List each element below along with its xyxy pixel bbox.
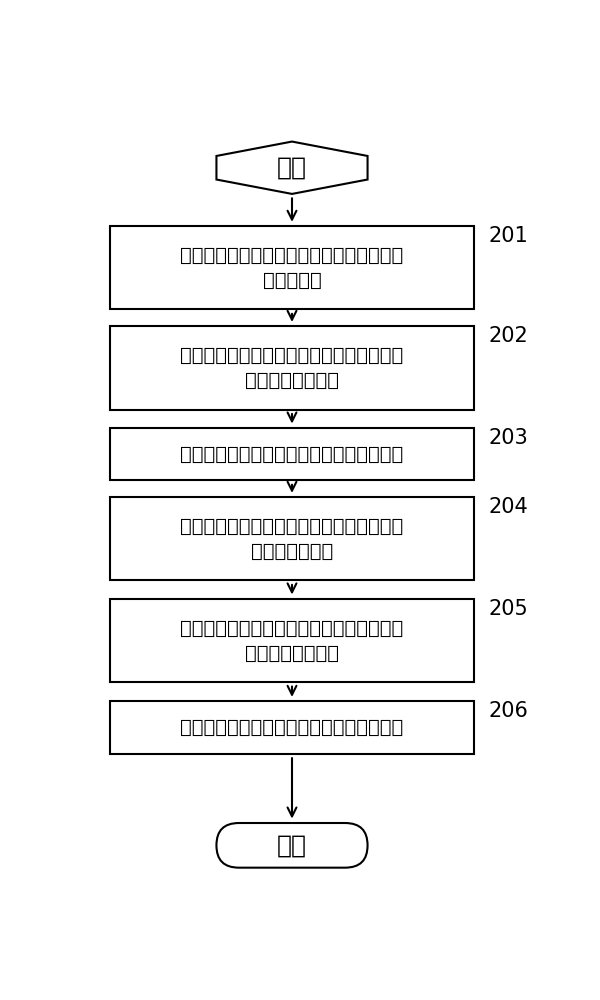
FancyBboxPatch shape <box>110 497 474 580</box>
FancyBboxPatch shape <box>110 428 474 480</box>
Text: 开始: 开始 <box>277 156 307 180</box>
Text: 205: 205 <box>488 599 528 619</box>
Text: 结束: 结束 <box>277 833 307 857</box>
Text: 201: 201 <box>488 226 528 246</box>
Text: 202: 202 <box>488 326 528 346</box>
Polygon shape <box>217 142 368 194</box>
Text: 在所述第二摄像头模组与所述双摄像头模组
支架之间注入胶水: 在所述第二摄像头模组与所述双摄像头模组 支架之间注入胶水 <box>181 619 404 663</box>
FancyBboxPatch shape <box>110 599 474 682</box>
Text: 206: 206 <box>488 701 528 721</box>
FancyBboxPatch shape <box>110 226 474 309</box>
Text: 将第二摄像头模组装配至所述双摄像头模组
支架的第二位置: 将第二摄像头模组装配至所述双摄像头模组 支架的第二位置 <box>181 517 404 561</box>
Text: 203: 203 <box>488 428 528 448</box>
Text: 在胶水凝固过程中校准所述第一摄像头模组: 在胶水凝固过程中校准所述第一摄像头模组 <box>181 445 404 464</box>
Text: 204: 204 <box>488 497 528 517</box>
Text: 在所述第一摄像头模组与所述双摄像头模组
支架之间注入胶水: 在所述第一摄像头模组与所述双摄像头模组 支架之间注入胶水 <box>181 346 404 390</box>
FancyBboxPatch shape <box>110 701 474 754</box>
Text: 在胶水凝固过程中校准所述第二摄像头模组: 在胶水凝固过程中校准所述第二摄像头模组 <box>181 718 404 737</box>
Text: 将第一摄像头模组装配至双摄像头模组支架
的第一位置: 将第一摄像头模组装配至双摄像头模组支架 的第一位置 <box>181 246 404 290</box>
FancyBboxPatch shape <box>110 326 474 410</box>
FancyBboxPatch shape <box>217 823 368 868</box>
